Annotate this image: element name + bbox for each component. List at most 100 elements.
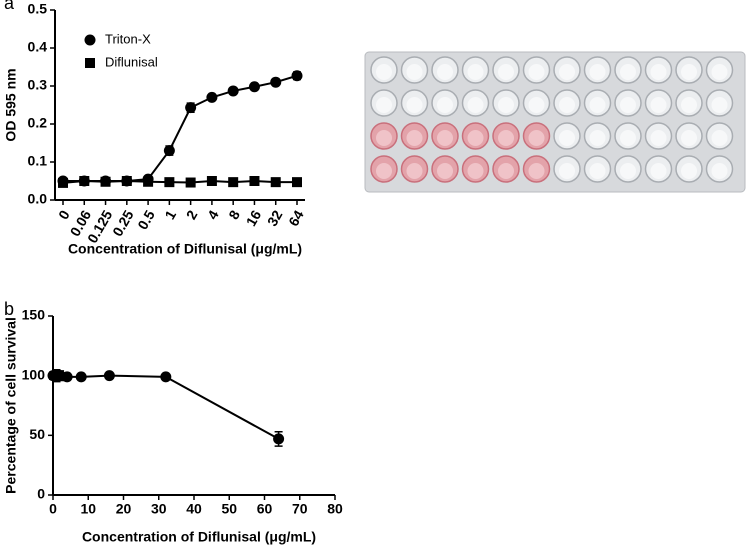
well-center (406, 97, 423, 113)
well-center (467, 97, 484, 113)
y-tick-label: 0.4 (28, 39, 48, 55)
panel-label: b (4, 299, 14, 319)
well-center (620, 97, 636, 113)
marker (185, 102, 197, 114)
x-axis-label: Concentration of Diflunisal (μg/mL) (82, 529, 316, 545)
x-tick-label: 10 (80, 501, 96, 517)
y-axis-label: Percentage of cell survival (3, 317, 19, 494)
well-center (650, 97, 667, 113)
x-tick-label: 40 (186, 501, 202, 517)
well-center (681, 97, 697, 113)
marker (185, 177, 196, 188)
marker (75, 371, 87, 383)
well-center (681, 64, 697, 80)
y-tick-label: 0.1 (28, 153, 48, 169)
x-tick-label: 2 (183, 207, 201, 222)
well-center (620, 64, 636, 80)
well-center (711, 163, 728, 179)
y-tick-label: 0.0 (28, 191, 48, 207)
well-center (376, 130, 392, 146)
x-tick-label: 0.25 (109, 207, 137, 239)
x-tick-label: 0 (55, 207, 73, 222)
plate-edge (364, 51, 746, 193)
marker (79, 176, 90, 186)
marker (164, 177, 175, 188)
y-tick-label: 100 (22, 366, 46, 382)
marker (61, 371, 73, 383)
well-center (589, 163, 606, 179)
y-tick-label: 0.3 (28, 77, 48, 93)
marker (206, 176, 217, 186)
well-center (589, 130, 606, 146)
marker (206, 91, 218, 103)
y-tick-label: 0.5 (28, 1, 48, 17)
well-center (376, 64, 392, 80)
well-center (650, 130, 667, 146)
well-center (711, 97, 728, 113)
well-center (528, 97, 545, 113)
legend-label: Triton-X (105, 31, 151, 46)
y-axis-label: OD 595 nm (3, 68, 19, 141)
x-tick-label: 16 (243, 207, 265, 229)
y-tick-label: 0.2 (28, 115, 48, 131)
marker (160, 371, 172, 383)
well-center (681, 130, 697, 146)
series-line (63, 74, 298, 182)
well-center (376, 97, 392, 113)
well-center (650, 64, 667, 80)
well-center (559, 130, 575, 146)
marker (163, 145, 175, 157)
marker (58, 177, 68, 188)
well-center (681, 163, 697, 179)
well-center (559, 64, 575, 80)
well-plate-photo (364, 51, 746, 193)
marker (273, 433, 285, 445)
well-center (711, 130, 728, 146)
x-tick-label: 60 (257, 501, 273, 517)
well-center (528, 64, 545, 80)
well-center (406, 64, 423, 80)
well-center (528, 130, 545, 146)
well-center (467, 64, 484, 80)
marker (143, 176, 154, 187)
plate-body (365, 52, 745, 192)
well-center (589, 64, 606, 80)
well-center (528, 163, 545, 179)
x-tick-label: 1 (161, 207, 179, 222)
y-tick-label: 0 (37, 486, 45, 502)
x-tick-label: 0 (49, 501, 57, 517)
well-center (467, 163, 484, 179)
well-center (620, 163, 636, 179)
well-center (406, 130, 423, 146)
marker (248, 81, 260, 93)
series-line (62, 179, 297, 184)
legend-marker (84, 34, 96, 46)
panel-label: a (4, 0, 15, 13)
legend-marker (85, 58, 95, 68)
x-tick-label: 32 (264, 207, 286, 229)
marker (228, 177, 239, 188)
well-center (650, 163, 667, 179)
marker (270, 177, 281, 188)
series-line (53, 374, 280, 440)
marker (249, 176, 260, 186)
y-tick-label: 150 (22, 307, 46, 323)
marker (227, 85, 239, 97)
x-axis-label: Concentration of Diflunisal (μg/mL) (68, 241, 302, 257)
x-tick-label: 8 (225, 207, 243, 222)
x-tick-label: 20 (116, 501, 132, 517)
well-center (437, 97, 453, 113)
x-tick-label: 80 (327, 501, 343, 517)
x-tick-label: 50 (221, 501, 237, 517)
well-center (711, 64, 728, 80)
y-tick-label: 50 (29, 426, 45, 442)
marker (291, 70, 303, 82)
marker (292, 177, 302, 188)
well-center (498, 163, 514, 179)
x-tick-label: 0.5 (134, 207, 158, 232)
marker (103, 370, 115, 382)
well-center (437, 163, 453, 179)
well-center (498, 64, 514, 80)
x-tick-label: 70 (292, 501, 308, 517)
